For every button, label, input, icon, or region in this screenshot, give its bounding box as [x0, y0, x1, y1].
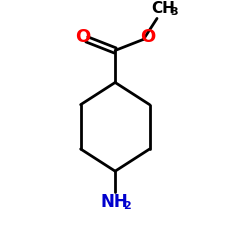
Text: 3: 3: [170, 7, 177, 17]
Text: NH: NH: [100, 193, 128, 211]
Text: O: O: [75, 28, 90, 46]
Text: 2: 2: [123, 201, 131, 211]
Text: O: O: [140, 28, 156, 46]
Text: CH: CH: [151, 1, 175, 16]
